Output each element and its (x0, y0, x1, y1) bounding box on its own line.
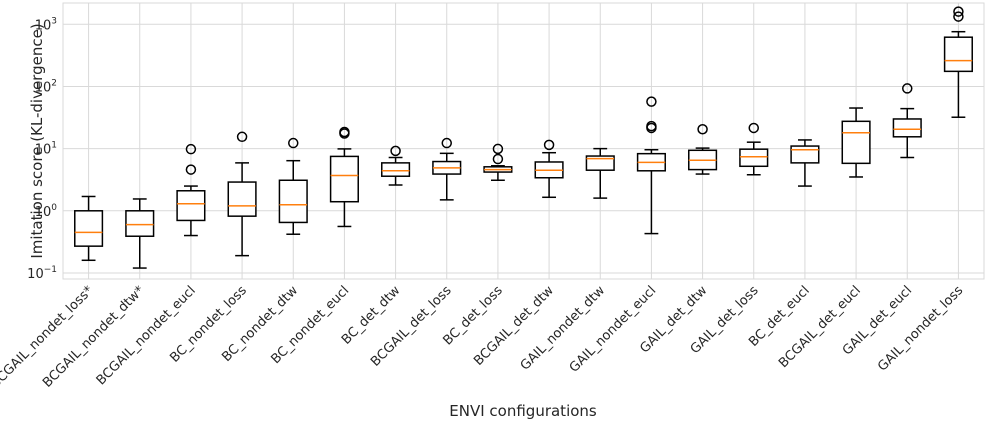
box-GAIL_nondet_loss (943, 6, 973, 118)
outlier-point (441, 137, 452, 149)
box-BCGAIL_det_eucl (841, 107, 871, 178)
outlier-point (902, 83, 913, 94)
box-BCGAIL_nondet_eucl (176, 143, 206, 237)
y-tick-base: 10 (35, 205, 52, 220)
y-tick-exponent: 0 (51, 203, 57, 213)
y-tick-label: 100 (35, 203, 58, 220)
box-iqr (841, 120, 871, 165)
y-tick-exponent: 3 (51, 16, 57, 26)
x-tick-label: BCGAIL_nondet_eucl (94, 283, 199, 388)
box-iqr (943, 36, 973, 73)
y-tick-label: 102 (35, 78, 57, 95)
y-tick-base: 10 (27, 267, 44, 282)
box-iqr (329, 155, 359, 203)
box-iqr (585, 155, 615, 171)
y-tick-base: 10 (35, 80, 52, 95)
box-iqr (278, 179, 308, 224)
y-tick-label: 101 (35, 141, 57, 158)
outlier-point (697, 123, 708, 135)
plot-area (62, 2, 985, 280)
box-iqr (125, 210, 155, 237)
outlier-point (492, 143, 504, 155)
outlier-point (339, 126, 350, 138)
outlier-point (288, 137, 299, 149)
y-axis-label: Imitation score (KL-divergence) (28, 23, 46, 258)
box-BCGAIL_nondet_dtw* (125, 198, 155, 269)
box-BC_det_loss (483, 143, 513, 182)
y-tick-exponent: 1 (51, 141, 57, 151)
box-GAIL_det_dtw (688, 123, 718, 175)
box-BC_nondet_eucl (329, 126, 359, 228)
x-tick-label: GAIL_nondet_eucl (567, 283, 660, 376)
x-axis-label: ENVI configurations (449, 402, 597, 420)
box-BCGAIL_det_dtw (534, 139, 564, 199)
y-tick-label: 103 (35, 16, 57, 33)
outlier-point (492, 153, 504, 165)
box-GAIL_nondet_dtw (585, 147, 615, 199)
outlier-point (236, 131, 248, 143)
box-iqr (176, 190, 206, 222)
box-BC_det_dtw (381, 145, 411, 186)
box-GAIL_det_loss (739, 122, 769, 176)
boxes (74, 6, 973, 269)
box-iqr (790, 145, 820, 164)
box-iqr (892, 118, 922, 138)
outlier-point (543, 139, 555, 151)
box-iqr (739, 148, 769, 168)
x-tick-labels: BCGAIL_nondet_loss*BCGAIL_nondet_dtw*BCG… (0, 283, 966, 392)
y-tick-exponent: −1 (44, 265, 57, 275)
x-tick-label: GAIL_nondet_loss (875, 283, 966, 374)
outlier-point (646, 120, 657, 132)
y-tick-exponent: 2 (51, 78, 57, 88)
y-tick-base: 10 (35, 18, 52, 33)
box-BC_det_eucl (790, 139, 820, 187)
x-tick-label: BCGAIL_nondet_dtw* (40, 283, 148, 391)
x-tick-label: GAIL_nondet_dtw (518, 283, 609, 374)
box-iqr (74, 210, 104, 247)
outlier-point (185, 164, 197, 175)
box-BC_nondet_dtw (278, 137, 308, 235)
y-tick-base: 10 (35, 143, 52, 158)
y-tick-label: 10−1 (27, 265, 57, 282)
box-BCGAIL_det_loss (432, 137, 462, 201)
outlier-point (953, 6, 964, 17)
box-BC_nondet_loss (227, 131, 257, 257)
box-iqr (227, 181, 257, 217)
outlier-point (390, 145, 401, 157)
outlier-point (646, 96, 657, 107)
box-GAIL_nondet_eucl (636, 96, 666, 235)
outlier-point (953, 11, 964, 22)
box-BCGAIL_nondet_loss* (74, 195, 104, 262)
outlier-point (185, 143, 197, 155)
outlier-point (748, 122, 759, 134)
box-GAIL_det_eucl (892, 83, 922, 159)
box-iqr (381, 162, 411, 177)
